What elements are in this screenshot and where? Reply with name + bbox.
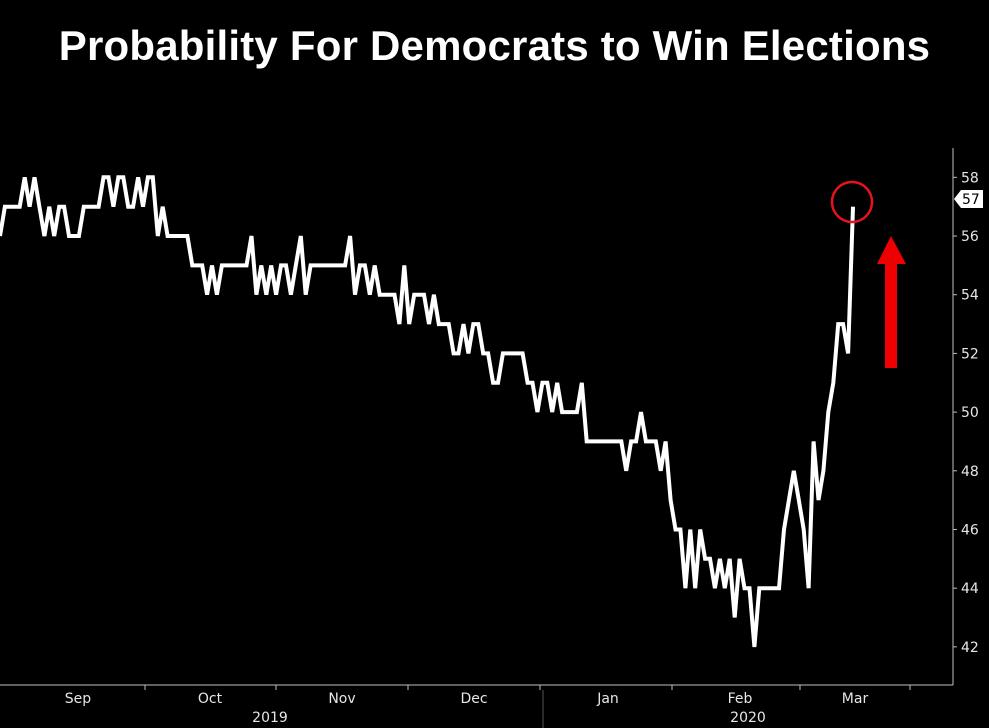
last-value-label: 57 (962, 192, 980, 208)
year-label: 2019 (252, 710, 288, 726)
y-tick-label: 48 (961, 464, 979, 480)
y-tick-label: 42 (961, 640, 979, 656)
y-tick-label: 58 (961, 170, 979, 186)
up-arrow-icon (877, 236, 906, 368)
chart-axes (0, 148, 954, 728)
last-value-badge-shape (954, 190, 983, 208)
x-tick-label: Mar (842, 691, 869, 707)
x-tick-label: Jan (596, 691, 619, 707)
y-tick-label: 52 (961, 346, 979, 362)
y-tick-label: 54 (961, 288, 979, 304)
series-layer (0, 175, 855, 648)
y-tick-label: 44 (961, 581, 979, 597)
x-ticks: Sep Oct Nov Dec Jan Feb Mar 2019 2020 (65, 685, 911, 726)
y-tick-label: 46 (961, 522, 979, 538)
y-tick-label: 56 (961, 229, 979, 245)
x-tick-label: Dec (460, 691, 487, 707)
x-tick-label: Nov (328, 691, 355, 707)
y-tick-label: 50 (961, 405, 979, 421)
highlight-circle (830, 180, 874, 224)
chart-title: Probability For Democrats to Win Electio… (58, 22, 931, 69)
x-tick-label: Sep (65, 691, 92, 707)
x-tick-label: Oct (198, 691, 223, 707)
year-label: 2020 (730, 710, 766, 726)
last-value-badge: 57 (954, 190, 983, 208)
y-ticks: 42 44 46 48 50 52 54 56 58 (953, 170, 979, 656)
x-tick-label: Feb (728, 691, 753, 707)
series-line (0, 175, 855, 648)
